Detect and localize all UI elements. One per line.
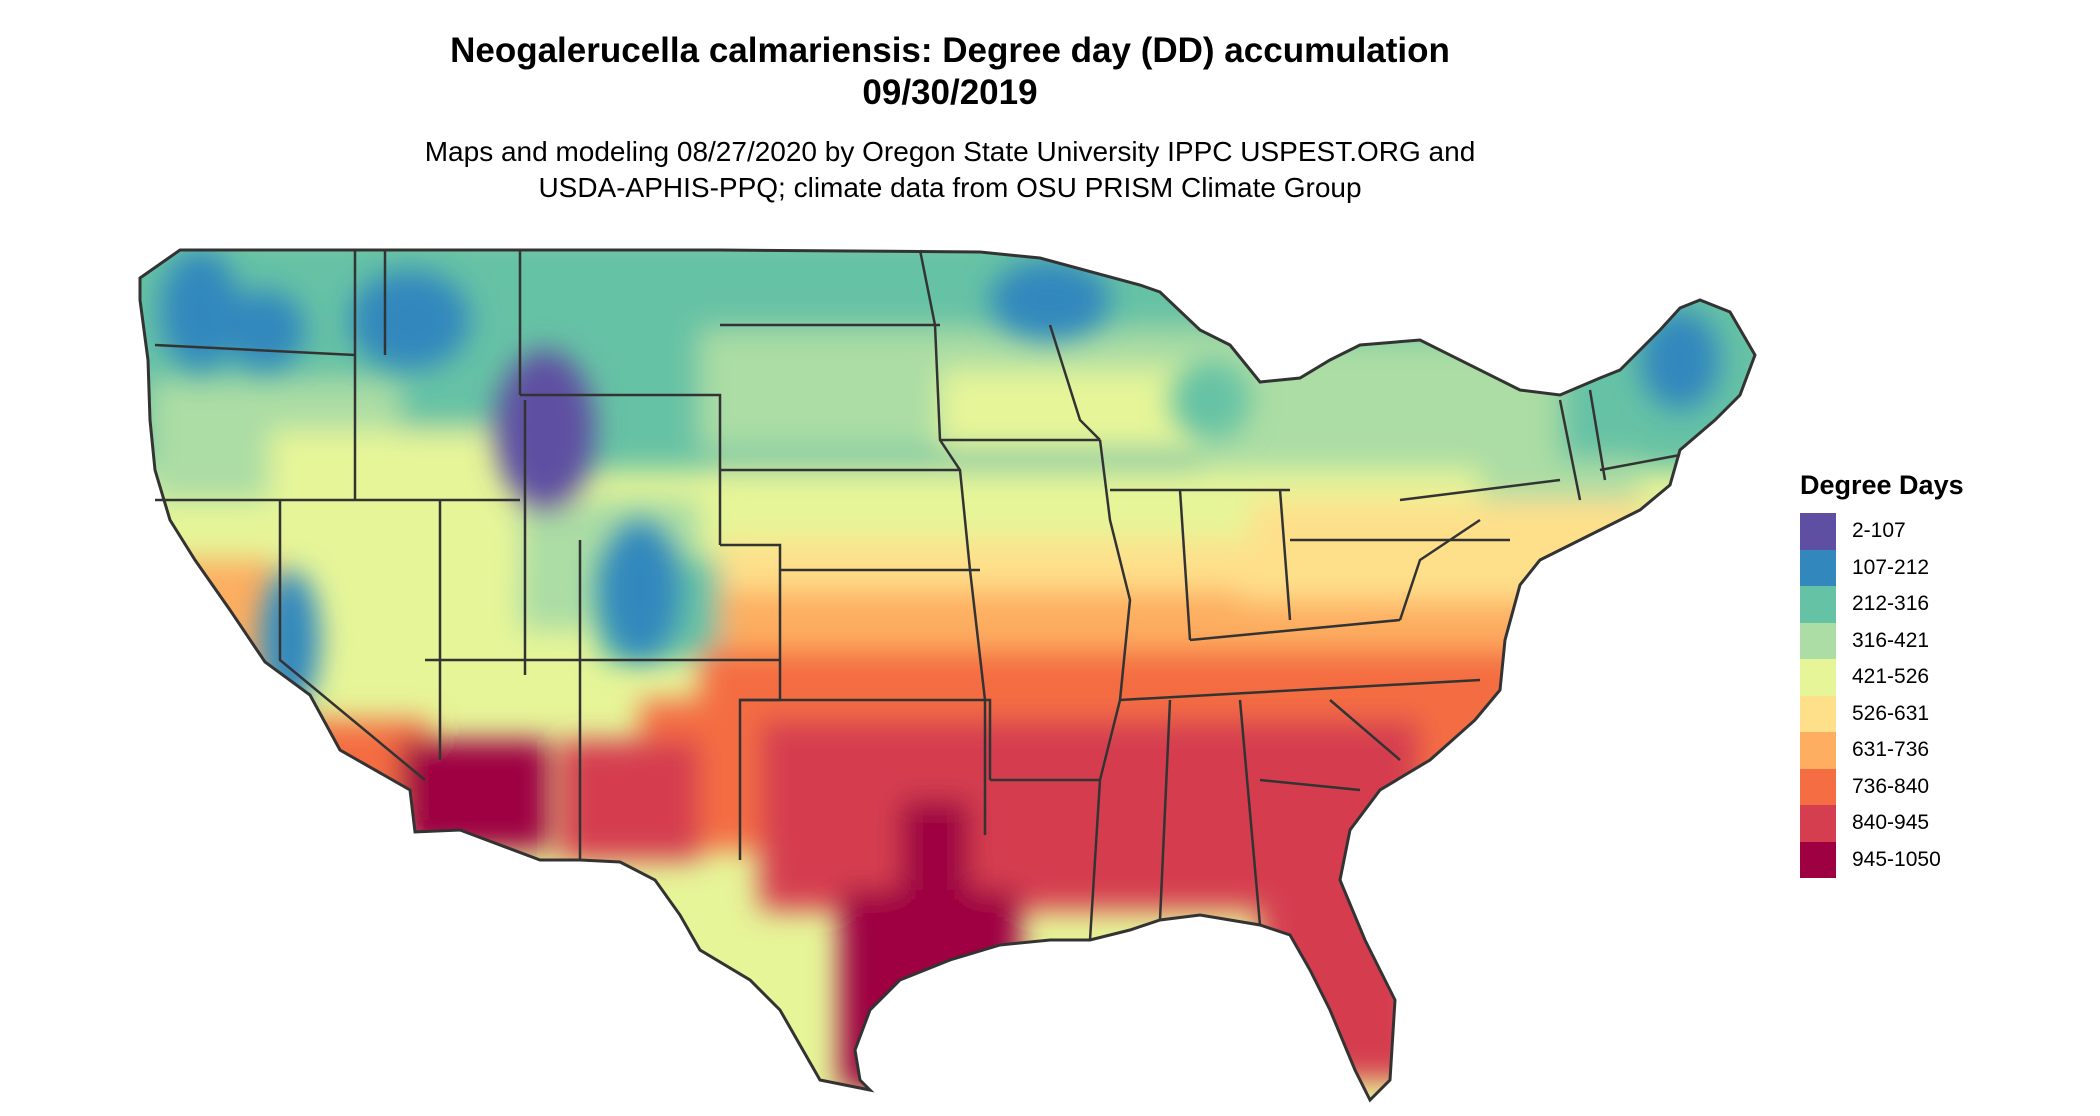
legend-label: 316-421: [1852, 628, 1930, 652]
legend-label: 212-316: [1852, 592, 1930, 616]
legend-swatch: [1800, 586, 1836, 623]
legend-label: 421-526: [1852, 665, 1930, 689]
legend-swatch: [1800, 513, 1836, 550]
map-subtitle: Maps and modeling 08/27/2020 by Oregon S…: [0, 134, 1900, 206]
legend-item: 526-631: [1800, 695, 1964, 732]
legend-item: 2-107: [1800, 513, 1964, 550]
legend-item: 840-945: [1800, 805, 1964, 842]
legend-swatch: [1800, 622, 1836, 659]
legend-item: 945-1050: [1800, 841, 1964, 878]
legend: Degree Days 2-107 107-212 212-316 316-421 42…: [1800, 470, 1964, 878]
legend-item: 212-316: [1800, 586, 1964, 623]
legend-label: 107-212: [1852, 555, 1930, 579]
map-title-line1: Neogalerucella calmariensis: Degree day …: [450, 31, 1450, 70]
legend-swatch: [1800, 549, 1836, 586]
legend-items: 2-107 107-212 212-316 316-421 421-526 526-631…: [1800, 513, 1964, 878]
title-block: Neogalerucella calmariensis: Degree day …: [0, 30, 1900, 206]
state-borders: [154, 249, 1681, 941]
map-subtitle-line2: USDA-APHIS-PPQ; climate data from OSU PR…: [538, 172, 1362, 203]
legend-label: 526-631: [1852, 701, 1930, 725]
map-title-line2: 09/30/2019: [862, 73, 1038, 112]
legend-title: Degree Days: [1800, 470, 1964, 500]
legend-label: 631-736: [1852, 738, 1930, 762]
legend-swatch: [1800, 732, 1836, 769]
legend-swatch: [1800, 659, 1836, 696]
legend-swatch: [1800, 695, 1836, 732]
legend-item: 421-526: [1800, 659, 1964, 696]
map-title: Neogalerucella calmariensis: Degree day …: [0, 30, 1900, 114]
legend-item: 316-421: [1800, 622, 1964, 659]
legend-label: 945-1050: [1852, 847, 1941, 871]
legend-item: 736-840: [1800, 768, 1964, 805]
us-outline: [138, 248, 1757, 1103]
legend-label: 840-945: [1852, 811, 1930, 835]
legend-item: 631-736: [1800, 732, 1964, 769]
legend-label: 2-107: [1852, 519, 1906, 543]
legend-item: 107-212: [1800, 549, 1964, 586]
map-subtitle-line1: Maps and modeling 08/27/2020 by Oregon S…: [424, 136, 1476, 167]
legend-swatch: [1800, 805, 1836, 842]
legend-label: 736-840: [1852, 774, 1930, 798]
legend-swatch: [1800, 768, 1836, 805]
legend-swatch: [1800, 841, 1836, 878]
